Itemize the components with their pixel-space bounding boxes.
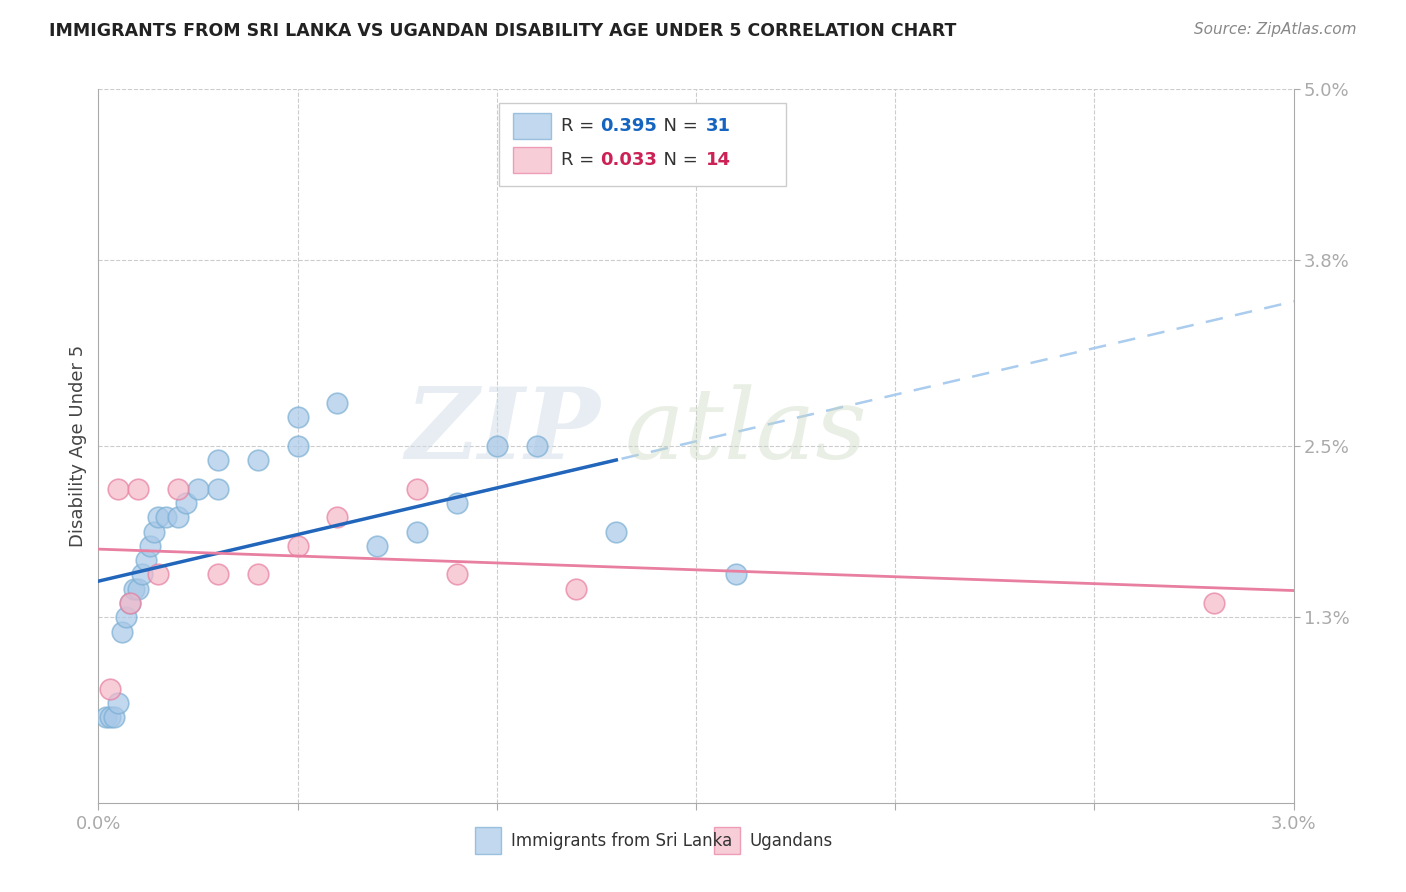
Text: N =: N = bbox=[652, 151, 703, 169]
Point bbox=[103, 710, 125, 724]
Text: R =: R = bbox=[561, 151, 600, 169]
Point bbox=[98, 710, 122, 724]
Bar bbox=[714, 827, 740, 855]
Point bbox=[287, 410, 309, 425]
Text: 14: 14 bbox=[706, 151, 731, 169]
Point bbox=[111, 624, 134, 639]
Text: 0.395: 0.395 bbox=[600, 118, 657, 136]
Point bbox=[174, 496, 197, 510]
Point bbox=[485, 439, 508, 453]
Point bbox=[526, 439, 548, 453]
Point bbox=[131, 567, 153, 582]
Point bbox=[724, 567, 747, 582]
Text: atlas: atlas bbox=[624, 384, 868, 479]
Point bbox=[107, 696, 129, 710]
Point bbox=[139, 539, 162, 553]
Point bbox=[446, 567, 468, 582]
Point bbox=[207, 567, 229, 582]
Point bbox=[127, 482, 149, 496]
Point bbox=[148, 510, 170, 524]
Bar bbox=[513, 147, 551, 173]
Point bbox=[127, 582, 149, 596]
Point bbox=[187, 482, 209, 496]
Bar bbox=[513, 113, 551, 139]
Point bbox=[135, 553, 157, 567]
Point bbox=[287, 439, 309, 453]
Point bbox=[120, 596, 142, 610]
Point bbox=[565, 582, 588, 596]
Point bbox=[605, 524, 627, 539]
Text: 0.033: 0.033 bbox=[600, 151, 657, 169]
Text: Immigrants from Sri Lanka: Immigrants from Sri Lanka bbox=[510, 831, 733, 849]
Point bbox=[366, 539, 388, 553]
Point bbox=[107, 482, 129, 496]
Point bbox=[98, 681, 122, 696]
Text: R =: R = bbox=[561, 118, 600, 136]
Point bbox=[167, 510, 190, 524]
Point bbox=[406, 524, 429, 539]
Text: ZIP: ZIP bbox=[405, 384, 600, 480]
Point bbox=[148, 567, 170, 582]
Point bbox=[246, 567, 269, 582]
Point bbox=[287, 539, 309, 553]
Point bbox=[207, 453, 229, 467]
Bar bbox=[475, 827, 501, 855]
Text: Ugandans: Ugandans bbox=[749, 831, 832, 849]
Text: IMMIGRANTS FROM SRI LANKA VS UGANDAN DISABILITY AGE UNDER 5 CORRELATION CHART: IMMIGRANTS FROM SRI LANKA VS UGANDAN DIS… bbox=[49, 22, 956, 40]
Point bbox=[1202, 596, 1225, 610]
Text: Source: ZipAtlas.com: Source: ZipAtlas.com bbox=[1194, 22, 1357, 37]
Point bbox=[167, 482, 190, 496]
Text: N =: N = bbox=[652, 118, 703, 136]
Point bbox=[406, 482, 429, 496]
Point bbox=[155, 510, 177, 524]
Point bbox=[326, 396, 349, 410]
Point bbox=[120, 596, 142, 610]
Point bbox=[446, 496, 468, 510]
Point bbox=[143, 524, 166, 539]
Point bbox=[326, 510, 349, 524]
Point bbox=[207, 482, 229, 496]
Point bbox=[96, 710, 118, 724]
Point bbox=[124, 582, 146, 596]
Point bbox=[115, 610, 138, 624]
Point bbox=[246, 453, 269, 467]
Text: 31: 31 bbox=[706, 118, 731, 136]
Y-axis label: Disability Age Under 5: Disability Age Under 5 bbox=[69, 345, 87, 547]
